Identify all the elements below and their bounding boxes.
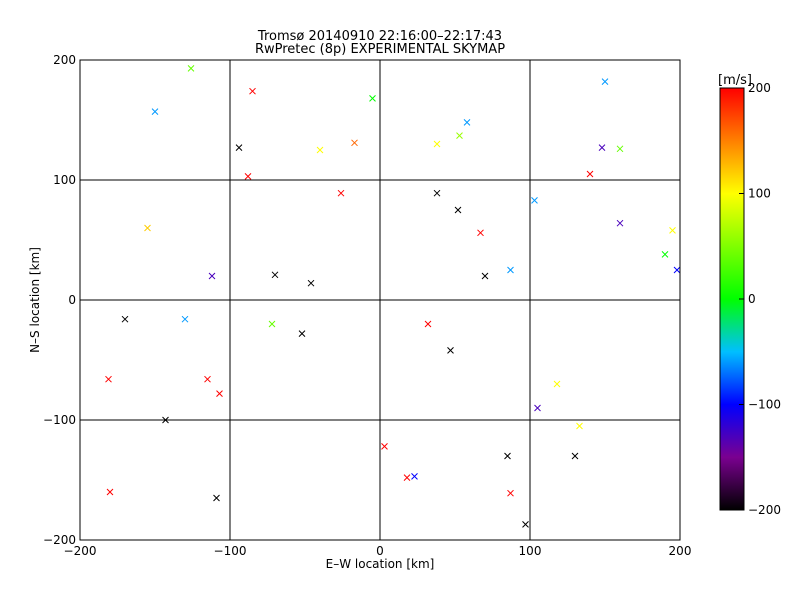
- chart-title: Tromsø 20140910 22:16:00–22:17:43: [257, 29, 502, 44]
- point-cross: [216, 390, 223, 397]
- x-tick-label: 200: [669, 544, 692, 558]
- point-cross: [204, 375, 211, 383]
- point-cross: [477, 229, 484, 237]
- point-cross: [447, 347, 454, 354]
- point-cross: [298, 330, 306, 337]
- point-cross: [616, 145, 624, 153]
- y-axis-ticks: −200 −100 0 100 200: [43, 53, 86, 547]
- x-tick-label: 0: [376, 544, 384, 558]
- point-cross: [121, 315, 129, 323]
- point-cross: [369, 95, 376, 102]
- point-cross: [522, 521, 529, 528]
- point-cross: [424, 320, 432, 328]
- point-cross: [249, 87, 256, 95]
- point-cross: [571, 452, 579, 460]
- point-cross: [403, 474, 411, 481]
- point-cross: [307, 279, 315, 287]
- point-cross: [586, 170, 594, 178]
- point-cross: [271, 271, 279, 279]
- point-cross: [576, 422, 583, 430]
- point-cross: [235, 144, 243, 151]
- point-cross: [351, 139, 358, 147]
- point-cross: [661, 251, 669, 258]
- point-cross: [316, 146, 324, 154]
- point-cross: [616, 219, 624, 227]
- y-tick-label: −100: [43, 413, 76, 427]
- point-cross: [507, 489, 514, 497]
- point-cross: [411, 473, 418, 480]
- x-tick-label: 100: [519, 544, 542, 558]
- colorbar-tick-label: 200: [748, 81, 771, 95]
- point-cross: [433, 189, 441, 197]
- point-cross: [213, 494, 220, 502]
- point-cross: [105, 375, 112, 383]
- point-cross: [208, 272, 216, 280]
- colorbar-tick-label: 0: [748, 292, 756, 306]
- point-cross: [144, 224, 151, 232]
- colorbar-label: [m/s]: [718, 73, 752, 88]
- point-cross: [244, 173, 252, 180]
- point-cross: [268, 320, 276, 328]
- point-cross: [381, 443, 388, 450]
- point-cross: [601, 78, 609, 85]
- point-cross: [553, 380, 561, 388]
- point-cross: [337, 189, 345, 197]
- point-cross: [673, 266, 680, 274]
- grid-lines: [80, 60, 680, 540]
- point-cross: [454, 206, 462, 214]
- chart-subtitle: RwPretec (8p) EXPERIMENTAL SKYMAP: [255, 42, 505, 57]
- colorbar-tick-label: 100: [748, 187, 771, 201]
- x-axis-label: E–W location [km]: [326, 557, 435, 571]
- y-tick-label: 0: [68, 293, 76, 307]
- point-cross: [187, 65, 195, 72]
- x-tick-label: −200: [64, 544, 97, 558]
- y-tick-label: 100: [53, 173, 76, 187]
- colorbar-tick-label: −200: [748, 503, 781, 517]
- scatter-points: [105, 65, 680, 528]
- point-cross: [463, 119, 471, 126]
- colorbar-tick-label: −100: [748, 398, 781, 412]
- point-cross: [433, 140, 441, 148]
- point-cross: [531, 197, 538, 204]
- x-tick-label: −100: [214, 544, 247, 558]
- point-cross: [181, 315, 189, 323]
- point-cross: [504, 452, 511, 460]
- x-axis-ticks: −200 −100 0 100 200: [64, 534, 692, 558]
- y-tick-label: −200: [43, 533, 76, 547]
- point-cross: [456, 132, 463, 139]
- point-cross: [534, 404, 541, 412]
- y-axis-label: N–S location [km]: [28, 247, 42, 353]
- point-cross: [106, 488, 114, 496]
- point-cross: [507, 266, 514, 274]
- point-cross: [598, 144, 606, 151]
- y-tick-label: 200: [53, 53, 76, 67]
- colorbar-ticks: 200 100 0 −100 −200: [739, 81, 781, 517]
- point-cross: [669, 227, 676, 234]
- point-cross: [151, 108, 159, 115]
- point-cross: [481, 272, 489, 280]
